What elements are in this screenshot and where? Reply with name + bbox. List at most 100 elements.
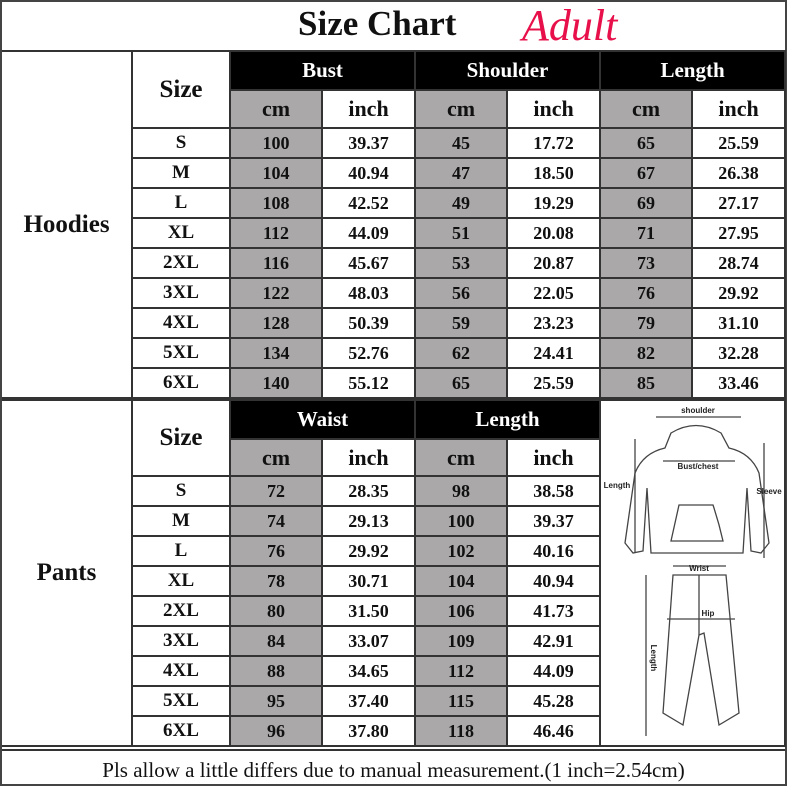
value-cell: 28.35 — [321, 475, 416, 507]
value-cell: 112 — [229, 217, 323, 249]
table-row: 3XL 122 48.03 56 22.05 76 29.92 — [2, 277, 787, 309]
table-row: 2XL 80 31.50 106 41.73 — [2, 595, 785, 627]
diagram-label-length: Length — [604, 481, 631, 490]
unit-row: cm inch cm inch — [2, 438, 785, 477]
diagram-label-hip: Hip — [702, 609, 715, 618]
size-cell: XL — [131, 565, 231, 597]
value-cell: 108 — [229, 187, 323, 219]
value-cell: 26.38 — [691, 157, 787, 189]
value-cell: 95 — [229, 685, 323, 717]
size-cell: L — [131, 535, 231, 567]
value-cell: 45.67 — [320, 247, 417, 279]
footer-note: Pls allow a little differs due to manual… — [2, 749, 785, 786]
value-cell: 46.46 — [506, 715, 601, 747]
unit-header: inch — [506, 438, 601, 477]
value-cell: 65 — [414, 367, 509, 399]
value-cell: 140 — [229, 367, 323, 399]
value-cell: 47 — [414, 157, 509, 189]
table-row: S 72 28.35 98 38.58 — [2, 475, 785, 507]
value-cell: 112 — [414, 655, 508, 687]
value-cell: 25.59 — [691, 127, 787, 159]
hoodies-label: Hoodies — [2, 50, 133, 399]
value-cell: 79 — [599, 307, 694, 339]
value-cell: 41.73 — [506, 595, 601, 627]
value-cell: 40.16 — [506, 535, 601, 567]
value-cell: 33.07 — [321, 625, 416, 657]
value-cell: 42.91 — [506, 625, 601, 657]
table-row: M 104 40.94 47 18.50 67 26.38 — [2, 157, 787, 189]
value-cell: 29.92 — [321, 535, 416, 567]
value-cell: 50.39 — [320, 307, 417, 339]
size-cell: 5XL — [131, 685, 231, 717]
value-cell: 28.74 — [691, 247, 787, 279]
value-cell: 56 — [414, 277, 509, 309]
value-cell: 106 — [414, 595, 508, 627]
value-cell: 116 — [229, 247, 323, 279]
unit-header: inch — [691, 89, 787, 129]
table-row: XL 112 44.09 51 20.08 71 27.95 — [2, 217, 787, 249]
value-cell: 39.37 — [506, 505, 601, 537]
value-cell: 30.71 — [321, 565, 416, 597]
value-cell: 78 — [229, 565, 323, 597]
size-cell: S — [131, 475, 231, 507]
value-cell: 40.94 — [506, 565, 601, 597]
value-cell: 82 — [599, 337, 694, 369]
diagram-label-bust: Bust/chest — [678, 462, 719, 471]
unit-header: cm — [414, 89, 509, 129]
value-cell: 104 — [414, 565, 508, 597]
value-cell: 72 — [229, 475, 323, 507]
value-cell: 134 — [229, 337, 323, 369]
value-cell: 37.80 — [321, 715, 416, 747]
value-cell: 38.58 — [506, 475, 601, 507]
group-header: Length — [599, 50, 787, 91]
value-cell: 27.95 — [691, 217, 787, 249]
table-row: 6XL 96 37.80 118 46.46 — [2, 715, 785, 747]
value-cell: 73 — [599, 247, 694, 279]
value-cell: 109 — [414, 625, 508, 657]
value-cell: 98 — [414, 475, 508, 507]
value-cell: 20.87 — [506, 247, 602, 279]
unit-header: inch — [320, 89, 417, 129]
size-cell: 3XL — [131, 277, 231, 309]
value-cell: 118 — [414, 715, 508, 747]
diagram-label-sleeve: Sleeve — [756, 487, 782, 496]
value-cell: 80 — [229, 595, 323, 627]
title-adult: Adult — [522, 1, 618, 50]
group-header: Waist — [229, 399, 416, 440]
diagram-label-shoulder: shoulder — [681, 406, 715, 415]
size-cell: 4XL — [131, 655, 231, 687]
value-cell: 42.52 — [320, 187, 417, 219]
size-header: Size — [131, 399, 231, 477]
value-cell: 25.59 — [506, 367, 602, 399]
value-cell: 44.09 — [320, 217, 417, 249]
value-cell: 24.41 — [506, 337, 602, 369]
size-cell: L — [131, 187, 231, 219]
table-row: 2XL 116 45.67 53 20.87 73 28.74 — [2, 247, 787, 279]
value-cell: 29.13 — [321, 505, 416, 537]
size-cell: 2XL — [131, 595, 231, 627]
value-cell: 55.12 — [320, 367, 417, 399]
unit-row: cm inch cm inch cm inch — [2, 89, 787, 129]
value-cell: 115 — [414, 685, 508, 717]
value-cell: 34.65 — [321, 655, 416, 687]
hoodie-pants-illustration: shoulder Bust/chest Length Sleeve Wrist … — [604, 406, 782, 736]
table-row: S 100 39.37 45 17.72 65 25.59 — [2, 127, 787, 159]
value-cell: 20.08 — [506, 217, 602, 249]
value-cell: 29.92 — [691, 277, 787, 309]
value-cell: 51 — [414, 217, 509, 249]
size-cell: M — [131, 157, 231, 189]
unit-header: cm — [599, 89, 694, 129]
value-cell: 17.72 — [506, 127, 602, 159]
table-row: 5XL 134 52.76 62 24.41 82 32.28 — [2, 337, 787, 369]
table-row: 4XL 88 34.65 112 44.09 — [2, 655, 785, 687]
diagram-label-waist: Wrist — [689, 564, 709, 573]
value-cell: 37.40 — [321, 685, 416, 717]
value-cell: 18.50 — [506, 157, 602, 189]
value-cell: 40.94 — [320, 157, 417, 189]
value-cell: 71 — [599, 217, 694, 249]
value-cell: 128 — [229, 307, 323, 339]
value-cell: 76 — [599, 277, 694, 309]
value-cell: 122 — [229, 277, 323, 309]
title-main: Size Chart — [298, 4, 457, 43]
header-row: Hoodies Size Bust Shoulder Length — [2, 50, 787, 399]
